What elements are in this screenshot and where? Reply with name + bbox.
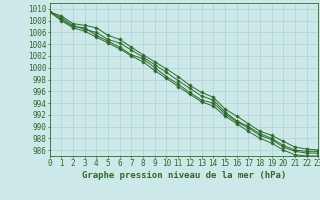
- X-axis label: Graphe pression niveau de la mer (hPa): Graphe pression niveau de la mer (hPa): [82, 171, 286, 180]
